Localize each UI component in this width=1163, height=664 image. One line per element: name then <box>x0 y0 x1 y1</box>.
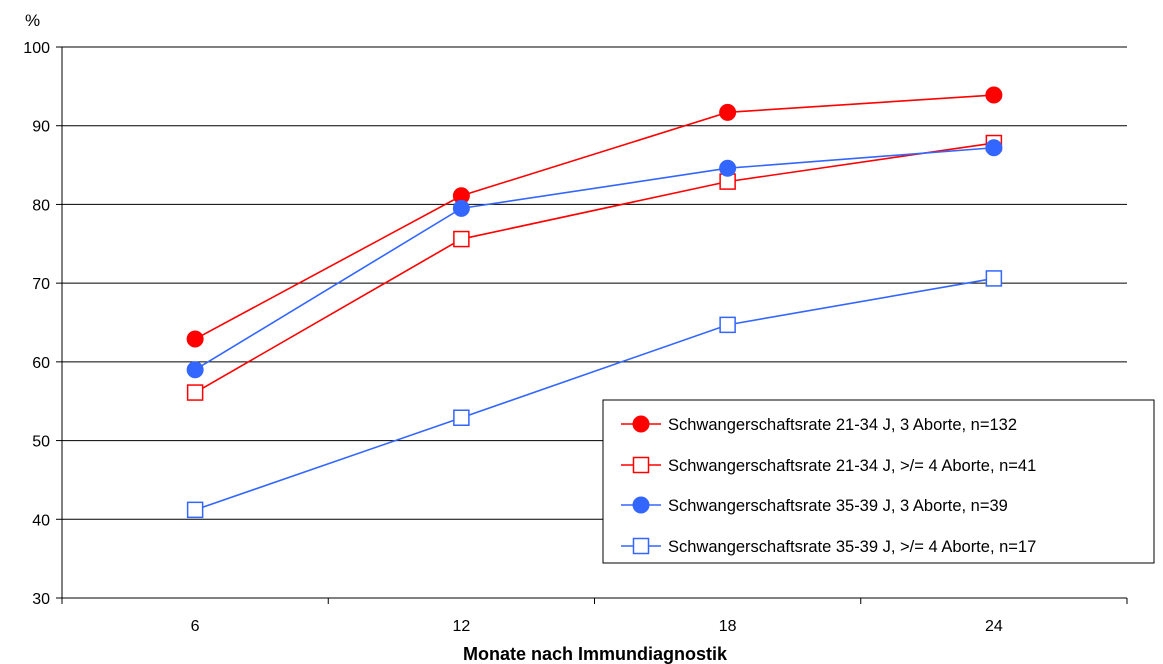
legend-entry: Schwangerschaftsrate 21-34 J, 3 Aborte, … <box>621 415 1017 434</box>
legend-label: Schwangerschaftsrate 35-39 J, 3 Aborte, … <box>668 497 1008 515</box>
series-line <box>194 142 994 394</box>
legend-box <box>602 399 1155 564</box>
data-point <box>453 230 470 248</box>
y-tick-label: 40 <box>32 512 50 529</box>
legend-entry: Schwangerschaftsrate 35-39 J, 3 Aborte, … <box>621 496 1008 515</box>
y-tick-label: 50 <box>32 434 50 451</box>
axes <box>56 46 1128 604</box>
data-point <box>719 316 736 334</box>
legend: Schwangerschaftsrate 21-34 J, 3 Aborte, … <box>602 399 1155 564</box>
legend-entry: Schwangerschaftsrate 35-39 J, >/= 4 Abor… <box>621 537 1036 556</box>
legend-label: Schwangerschaftsrate 21-34 J, >/= 4 Abor… <box>668 457 1036 475</box>
y-tick-label: 30 <box>32 591 50 608</box>
data-point <box>452 199 470 217</box>
series-2 <box>186 134 1003 401</box>
y-tick-label: 80 <box>32 197 50 214</box>
y-tick-label: 60 <box>32 355 50 372</box>
gridlines <box>62 46 1127 520</box>
series-layer <box>186 86 1003 519</box>
y-tick-labels: 30 40 50 60 70 80 90 100 <box>23 40 50 608</box>
series-3 <box>186 139 1003 379</box>
x-tick-label: 12 <box>452 618 470 635</box>
x-tick-labels: 6 12 18 24 <box>191 618 1003 635</box>
data-point <box>985 139 1003 157</box>
x-axis-label: Monate nach Immundiagnostik <box>463 644 728 664</box>
legend-marker <box>632 415 650 433</box>
legend-marker <box>632 456 650 474</box>
data-point <box>719 159 737 177</box>
x-tick-label: 24 <box>985 618 1003 635</box>
x-tick-label: 18 <box>719 618 737 635</box>
legend-label: Schwangerschaftsrate 35-39 J, >/= 4 Abor… <box>668 538 1036 556</box>
data-point <box>719 103 737 121</box>
y-tick-label: 70 <box>32 276 50 293</box>
y-axis-unit-label: % <box>25 11 40 30</box>
series-line <box>194 146 994 371</box>
series-1 <box>186 86 1003 348</box>
data-point <box>985 86 1003 104</box>
series-4 <box>186 270 1003 519</box>
legend-marker <box>632 537 650 555</box>
data-point <box>186 384 204 401</box>
y-tick-label: 90 <box>32 119 50 136</box>
series-line <box>194 94 994 340</box>
data-point <box>985 270 1003 287</box>
data-point <box>186 361 204 379</box>
series-line <box>194 277 995 511</box>
data-point <box>186 330 204 348</box>
x-tick-label: 6 <box>191 618 200 635</box>
data-point <box>186 501 204 519</box>
legend-entry: Schwangerschaftsrate 21-34 J, >/= 4 Abor… <box>621 456 1036 475</box>
data-point <box>453 409 470 426</box>
y-tick-label: 100 <box>23 40 50 57</box>
legend-label: Schwangerschaftsrate 21-34 J, 3 Aborte, … <box>668 416 1017 434</box>
legend-marker <box>632 496 650 514</box>
